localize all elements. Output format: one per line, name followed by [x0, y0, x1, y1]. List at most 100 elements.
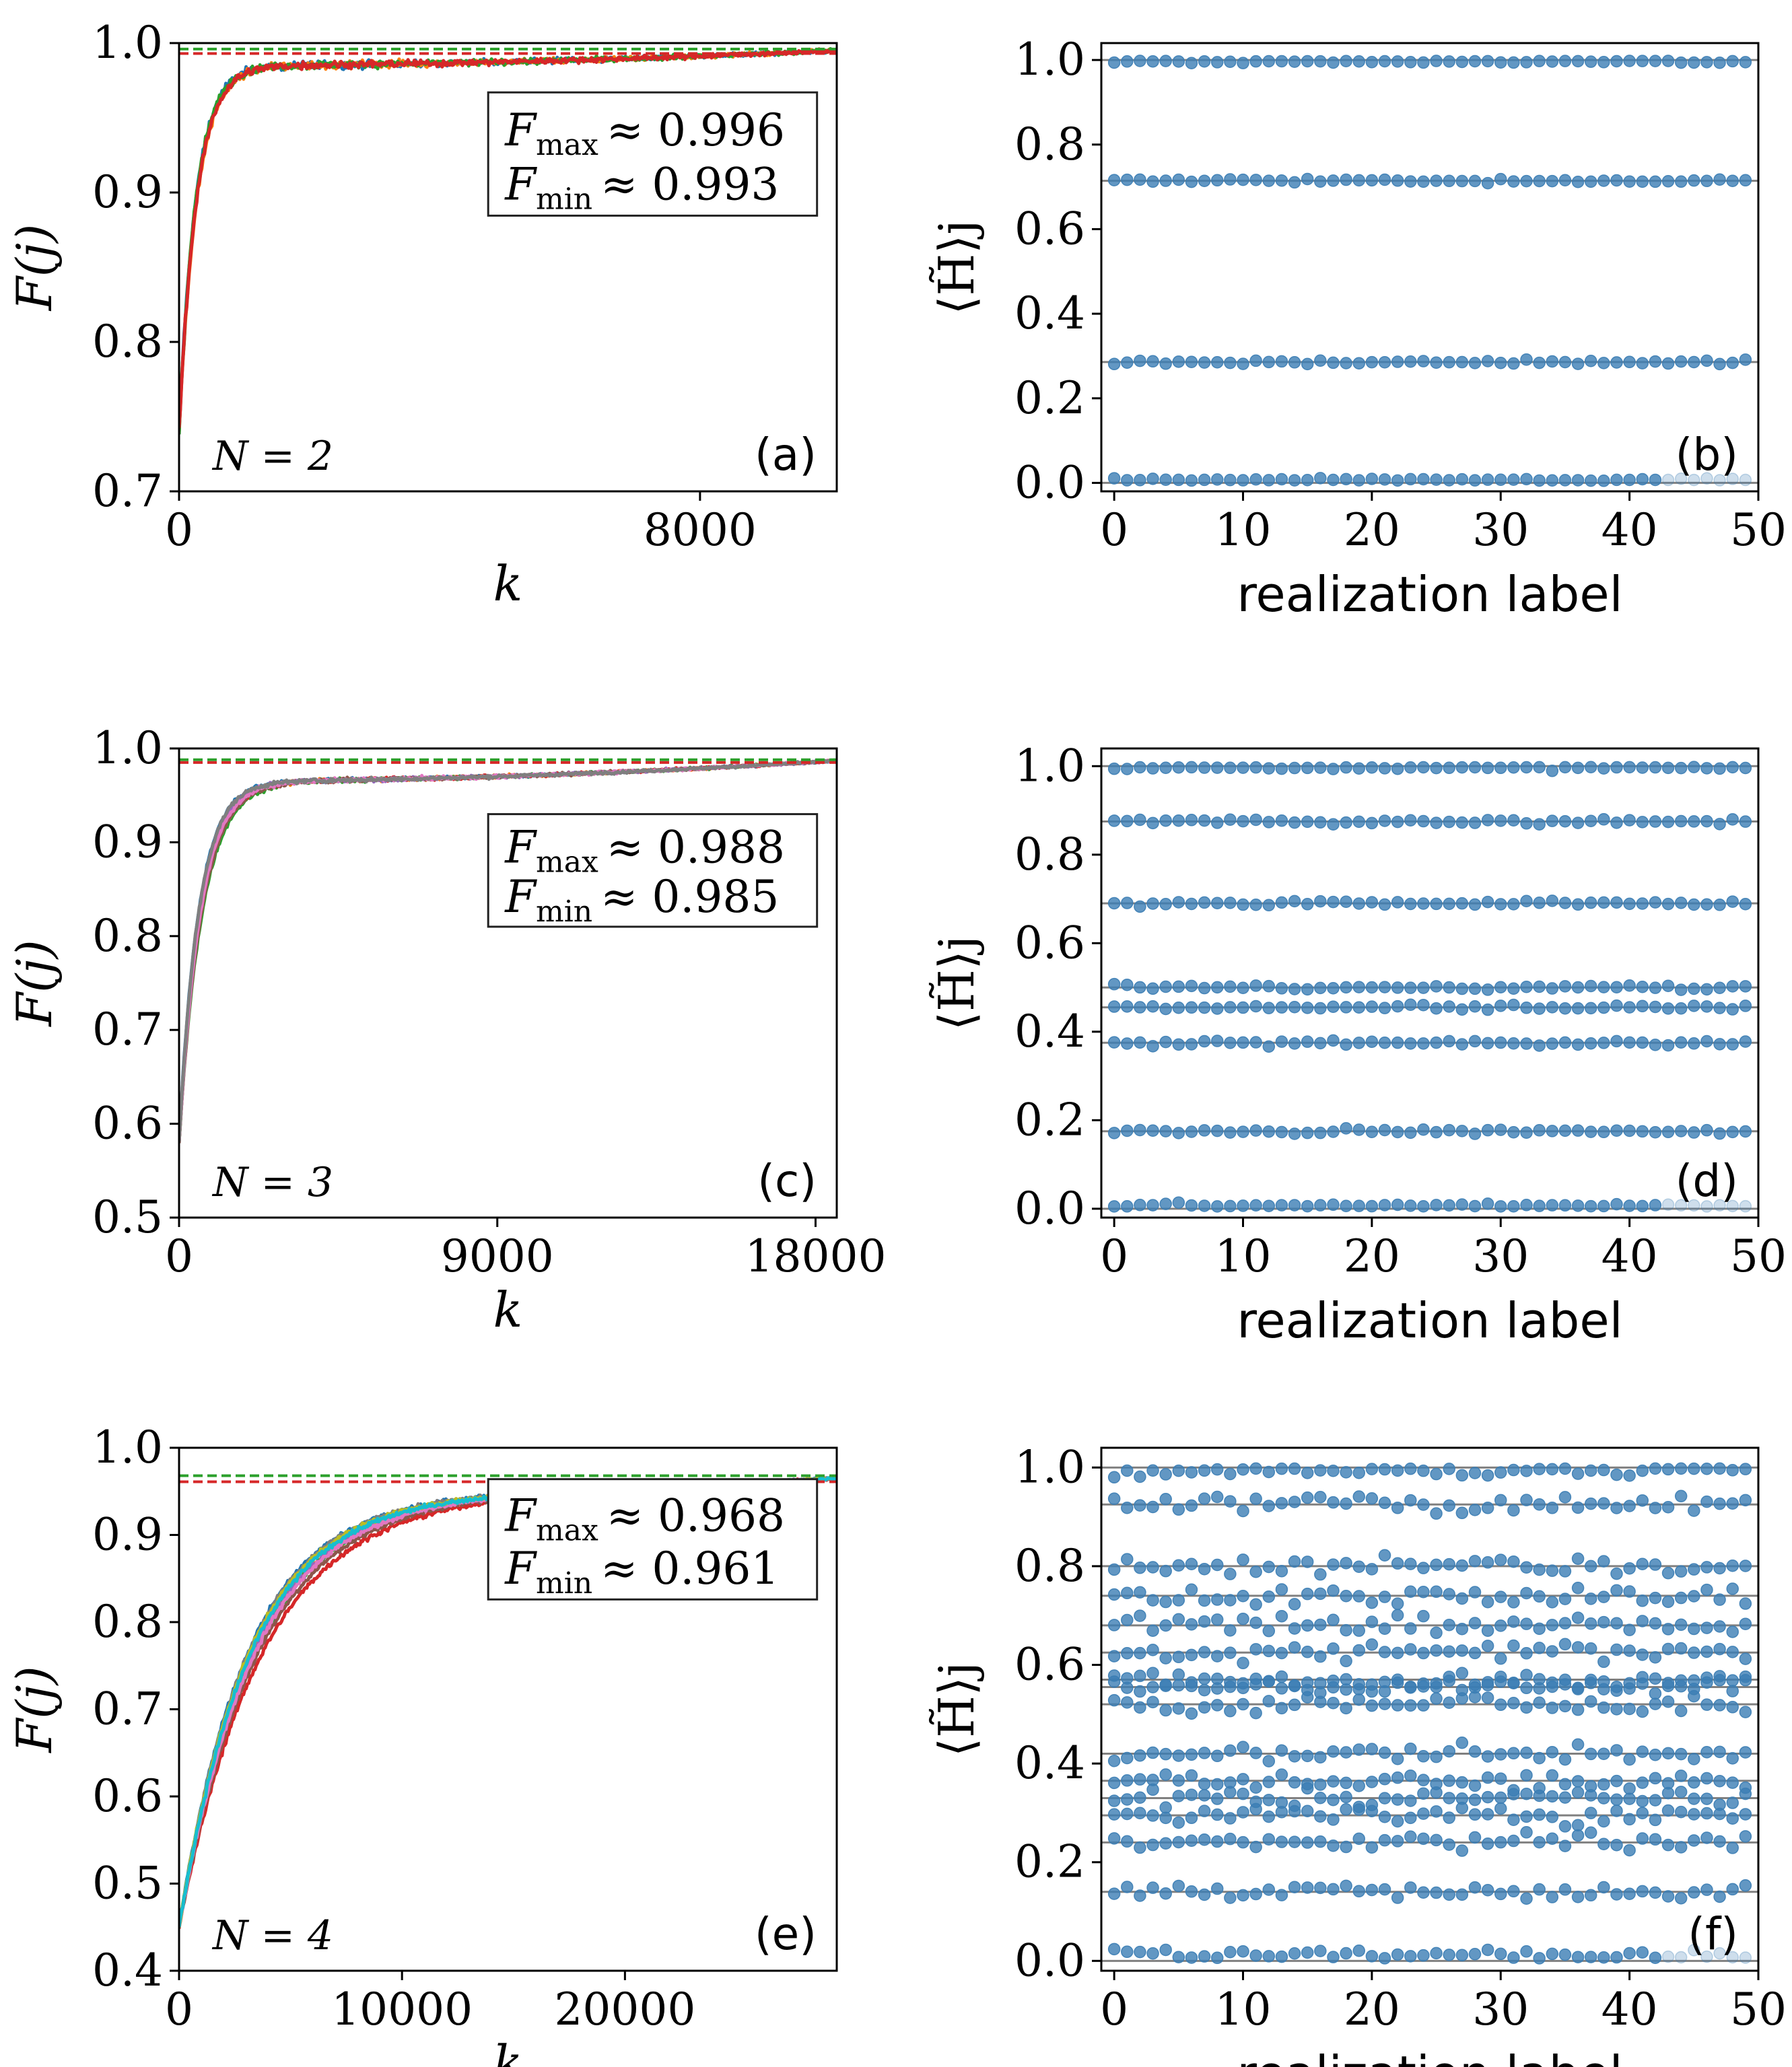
realization-point — [1378, 1622, 1391, 1635]
realization-point — [1185, 897, 1198, 911]
realization-point — [1520, 1465, 1533, 1477]
realization-point — [1107, 1942, 1121, 1956]
y-axis-label: ⟨H̃⟩j — [928, 1662, 985, 1757]
realization-point — [1185, 1834, 1198, 1847]
realization-point — [1352, 1780, 1365, 1792]
realization-point — [1121, 1646, 1134, 1660]
realization-point — [1210, 981, 1224, 994]
realization-point — [1713, 1199, 1726, 1212]
realization-point — [1378, 1549, 1391, 1562]
realization-point — [1739, 1808, 1752, 1821]
realization-point — [1726, 980, 1739, 993]
realization-point — [1262, 1755, 1276, 1767]
realization-point — [1739, 1597, 1752, 1610]
realization-point — [1597, 1463, 1610, 1477]
realization-point — [1546, 982, 1559, 995]
realization-point — [1391, 1948, 1404, 1961]
realization-point — [1134, 1199, 1146, 1212]
realization-point — [1159, 1943, 1172, 1957]
realization-point — [1688, 56, 1700, 69]
x-tick-label: 40 — [1601, 1984, 1658, 2035]
realization-point — [1700, 1035, 1713, 1048]
realization-point — [1455, 1559, 1469, 1572]
realization-point — [1688, 1674, 1700, 1687]
realization-point — [1327, 895, 1340, 909]
realization-point — [1533, 1673, 1546, 1686]
realization-point — [1455, 897, 1469, 910]
realization-point — [1134, 1609, 1146, 1622]
realization-point — [1507, 1747, 1520, 1760]
realization-point — [1649, 1125, 1662, 1139]
realization-point — [1210, 1749, 1224, 1763]
realization-point — [1623, 979, 1636, 992]
realization-point — [1172, 355, 1185, 368]
realization-point — [1623, 1124, 1636, 1137]
realization-point — [1494, 1619, 1507, 1632]
realization-point — [1430, 1805, 1443, 1818]
realization-point — [1571, 1819, 1585, 1831]
realization-point — [1726, 761, 1739, 774]
realization-point — [1210, 1124, 1224, 1137]
realization-point — [1262, 1695, 1276, 1708]
realization-point — [1507, 1615, 1520, 1628]
realization-point — [1314, 1677, 1327, 1690]
realization-point — [1327, 174, 1340, 187]
realization-point — [1455, 1506, 1469, 1520]
realization-point — [1404, 56, 1417, 69]
realization-point — [1107, 1755, 1121, 1767]
realization-point — [1365, 1199, 1379, 1213]
realization-point — [1121, 1000, 1134, 1013]
realization-point — [1340, 1497, 1352, 1510]
plot-area-a — [179, 47, 837, 435]
realization-point — [1134, 981, 1146, 994]
realization-point — [1546, 1125, 1559, 1137]
realization-point — [1700, 1792, 1713, 1805]
realization-point — [1327, 818, 1340, 831]
realization-point — [1649, 1617, 1662, 1630]
y-tick-label: 0.9 — [92, 816, 163, 868]
realization-point — [1726, 1560, 1739, 1572]
realization-point — [1146, 816, 1159, 830]
realization-point — [1700, 1883, 1713, 1896]
realization-point — [1224, 1812, 1237, 1825]
realization-point — [1378, 1463, 1391, 1476]
realization-point — [1623, 1887, 1636, 1900]
realization-point — [1224, 1946, 1237, 1959]
realization-point — [1262, 174, 1276, 187]
realization-point — [1340, 1038, 1352, 1051]
realization-point — [1597, 1001, 1610, 1014]
realization-point — [1546, 1596, 1559, 1609]
realization-point — [1404, 1830, 1417, 1844]
realization-point — [1661, 897, 1675, 911]
realization-point — [1571, 1467, 1585, 1480]
realization-point — [1314, 816, 1327, 829]
realization-point — [1520, 1037, 1533, 1050]
panel-f: 0 10 20 30 40 50 0.0 0.2 0.4 0.6 0.8 1.0 realization… — [928, 1441, 1787, 2067]
realization-point — [1597, 1037, 1610, 1049]
realization-point — [1417, 1464, 1430, 1477]
realization-point — [1597, 896, 1610, 909]
realization-point — [1623, 473, 1636, 487]
realization-point — [1713, 1835, 1726, 1848]
realization-point — [1172, 1594, 1185, 1607]
realization-point — [1546, 814, 1559, 827]
realization-point — [1301, 172, 1314, 186]
realization-point — [1649, 355, 1662, 368]
realization-point — [1146, 762, 1159, 775]
realization-point — [1494, 1698, 1507, 1712]
realization-point — [1610, 1035, 1623, 1048]
realization-point — [1688, 355, 1700, 369]
realization-point — [1661, 1623, 1675, 1636]
realization-point — [1661, 1039, 1675, 1052]
realization-point — [1533, 897, 1546, 909]
realization-point — [1301, 815, 1314, 829]
realization-point — [1674, 56, 1688, 69]
series-line-8 — [179, 759, 837, 1142]
realization-point — [1107, 762, 1121, 775]
realization-point — [1713, 1699, 1726, 1712]
realization-point — [1365, 1776, 1379, 1788]
x-tick-label: 0 — [165, 504, 193, 556]
realization-point — [1661, 1125, 1675, 1139]
realization-point — [1533, 818, 1546, 831]
realization-point — [1688, 1808, 1700, 1821]
